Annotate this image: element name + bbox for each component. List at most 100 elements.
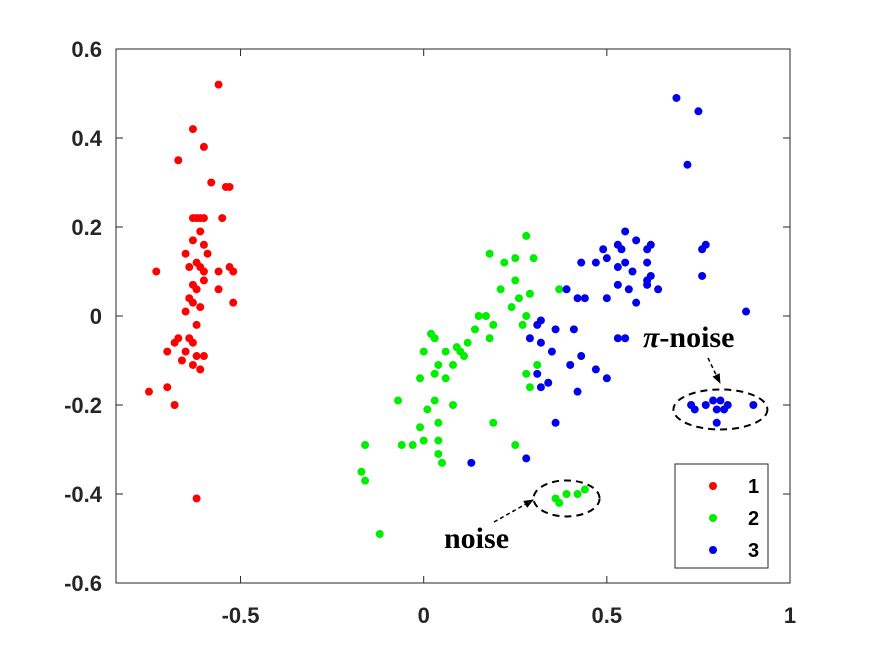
data-point [536,338,545,347]
legend: 1 2 3 [674,463,769,569]
legend-label-1: 1 [748,476,759,498]
data-point [481,312,490,320]
x-tick-label: 1 [784,603,796,628]
data-point [207,178,216,187]
data-point [749,401,758,409]
data-point [397,441,406,450]
data-point [470,325,479,334]
data-point [192,320,201,329]
noise-arrow [493,499,534,523]
data-point [467,458,476,467]
data-point [602,294,611,303]
data-point [357,467,366,476]
data-point [632,298,641,307]
data-point [573,490,582,498]
data-point [174,156,183,165]
data-point [416,374,425,383]
data-point [185,263,194,272]
data-point [199,142,208,151]
data-point [229,298,238,307]
data-point [643,245,652,254]
data-point [518,320,527,329]
data-point [199,352,208,361]
data-point [196,227,205,236]
series-2 [357,231,589,539]
data-point [709,396,718,405]
data-point [569,325,578,334]
data-point [496,285,505,294]
legend-marker-3 [709,546,717,554]
data-point [536,383,545,392]
data-point [525,383,534,392]
data-point [555,285,564,294]
data-point [723,401,732,409]
x-tick-label: 0.5 [592,603,623,628]
x-tick-label: 0 [418,603,430,628]
data-point [192,352,201,361]
data-point [408,441,417,450]
data-point [529,254,538,263]
data-point [459,352,468,361]
data-point [181,307,190,316]
data-point [716,396,725,405]
data-point [419,347,428,356]
data-point [489,320,498,329]
data-point [416,423,425,432]
data-point [555,498,564,507]
data-point [441,347,450,356]
data-point [199,267,208,276]
data-point [624,285,633,294]
data-point [188,360,197,369]
data-point [577,352,586,361]
series-3 [467,93,758,467]
data-point [617,245,626,254]
data-point [434,436,443,445]
data-point [551,325,560,334]
data-point [375,530,384,539]
data-point [170,401,179,409]
data-point [511,276,520,285]
data-point [434,449,443,458]
data-point [562,490,571,498]
data-point [177,356,186,365]
data-point [599,245,608,254]
data-point [500,258,509,267]
pi-noise-suffix: -noise [659,321,734,354]
data-point [591,365,600,374]
data-point [192,494,201,503]
axis-ticks: -0.5 0 0.5 1 -0.6 -0.4 -0.2 0 0.2 0.4 0.6 [64,37,796,628]
data-point [694,107,703,116]
data-point [533,320,542,329]
data-point [562,285,571,294]
data-point [188,125,197,134]
data-point [463,338,472,347]
data-point [196,365,205,374]
data-point [192,285,201,294]
data-point [580,294,589,303]
data-point [225,182,234,191]
data-point [533,369,542,378]
data-point [218,214,227,223]
data-point [449,360,457,369]
data-point [522,369,531,378]
noise-label: noise [444,522,509,555]
data-point [485,249,494,258]
data-point [163,383,172,392]
data-point [580,485,589,494]
data-point [654,285,663,294]
y-tick-label: 0.2 [71,215,102,240]
annotations: π-noise noise [444,321,769,555]
data-point [621,227,630,236]
data-point [203,249,212,258]
data-point [544,378,553,387]
data-point [698,245,707,254]
series-1 [144,80,238,503]
data-point [199,240,208,249]
data-point [690,405,699,414]
data-point [438,458,447,467]
data-point [361,476,370,485]
data-point [613,334,622,343]
data-point [434,418,443,427]
data-point [632,236,641,245]
